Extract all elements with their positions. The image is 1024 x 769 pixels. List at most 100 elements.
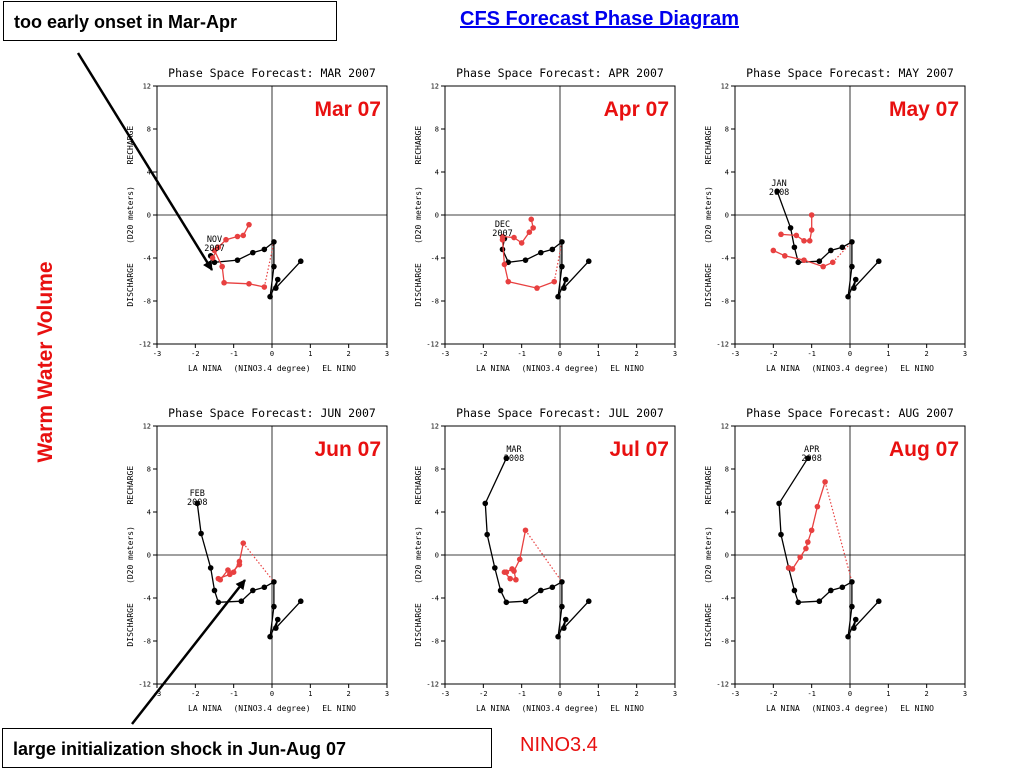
x-label-nino34: (NINO3.4 degree) — [521, 704, 598, 713]
forecast-connector — [263, 241, 275, 288]
observed-point — [875, 598, 882, 605]
observed-point — [851, 285, 857, 291]
y-tick-label: 8 — [725, 466, 729, 474]
date-annotation: MAR — [506, 445, 522, 455]
date-annotation: 2008 — [769, 188, 789, 198]
observed-point — [562, 276, 569, 283]
page-title[interactable]: CFS Forecast Phase Diagram — [460, 8, 739, 30]
x-tick-label: 3 — [963, 350, 967, 358]
forecast-point — [240, 232, 247, 239]
y-label-discharge: DISCHARGE — [414, 263, 423, 307]
observed-point — [492, 565, 498, 571]
date-annotation: 2008 — [504, 454, 524, 464]
date-annotation: 2008 — [187, 498, 207, 508]
y-tick-label: -8 — [431, 298, 439, 306]
observed-point — [828, 247, 834, 254]
x-tick-label: 3 — [673, 690, 677, 698]
chart-title: Phase Space Forecast: JUL 2007 — [456, 406, 664, 420]
forecast-point — [534, 285, 540, 291]
y-tick-label: -8 — [143, 638, 151, 646]
x-tick-label: -3 — [731, 350, 739, 358]
x-tick-label: 0 — [270, 690, 274, 698]
observed-point — [238, 598, 245, 605]
x-label-nino34: (NINO3.4 degree) — [233, 704, 310, 713]
x-tick-label: 0 — [558, 690, 562, 698]
observed-point — [271, 239, 277, 245]
forecast-point — [808, 527, 815, 534]
x-tick-label: 0 — [848, 350, 852, 358]
observed-point — [561, 285, 567, 291]
y-tick-label: 8 — [725, 126, 729, 134]
y-tick-label: -12 — [426, 341, 439, 349]
x-label-la-nina: LA NINA — [188, 364, 222, 373]
observed-point — [849, 239, 855, 245]
forecast-point — [503, 569, 510, 575]
x-tick-label: -2 — [191, 350, 199, 358]
y-tick-label: 8 — [435, 126, 439, 134]
forecast-connector — [242, 542, 275, 583]
chart-title: Phase Space Forecast: AUG 2007 — [746, 406, 954, 420]
observed-point — [845, 293, 851, 300]
observed-point — [839, 584, 846, 591]
forecast-point — [223, 236, 229, 243]
x-label-nino34: (NINO3.4 degree) — [233, 364, 310, 373]
y-tick-label: 8 — [147, 466, 151, 474]
forecast-point — [814, 503, 821, 510]
observed-point — [852, 276, 859, 283]
y-tick-label: 0 — [725, 552, 729, 560]
panel-label: Aug 07 — [889, 438, 959, 461]
forecast-point — [778, 231, 784, 238]
y-tick-label: -12 — [138, 341, 151, 349]
x-label-el-nino: EL NINO — [900, 704, 934, 713]
observed-point — [267, 293, 273, 300]
y-tick-label: 4 — [435, 169, 439, 177]
forecast-point — [518, 240, 525, 246]
x-tick-label: 0 — [270, 350, 274, 358]
observed-point — [795, 599, 802, 606]
observed-point — [849, 579, 855, 585]
observed-point — [776, 500, 782, 507]
x-tick-label: -3 — [441, 690, 449, 698]
x-label-la-nina: LA NINA — [476, 704, 510, 713]
observed-line — [776, 191, 880, 297]
forecast-point — [530, 225, 536, 231]
x-label-la-nina: LA NINA — [766, 704, 800, 713]
observed-point — [559, 603, 565, 610]
y-tick-label: 4 — [435, 509, 439, 517]
forecast-point — [227, 571, 233, 578]
observed-point — [211, 259, 218, 266]
x-tick-label: -1 — [517, 350, 525, 358]
forecast-point — [236, 561, 243, 568]
arrow-top-callout — [76, 52, 214, 271]
y-label-d20: (D20 meters) — [414, 526, 423, 584]
forecast-point — [803, 545, 809, 552]
date-annotation: 2007 — [204, 244, 224, 254]
panel-may-07: Phase Space Forecast: MAY 2007 May 07 -3 -2… — [704, 66, 967, 373]
forecast-point — [797, 554, 803, 560]
observed-point — [273, 625, 279, 631]
x-tick-label: -1 — [229, 350, 237, 358]
x-tick-label: -3 — [731, 690, 739, 698]
x-tick-label: 1 — [886, 690, 890, 698]
forecast-point — [528, 216, 535, 223]
y-tick-label: 0 — [147, 212, 151, 220]
observed-point — [791, 587, 798, 594]
date-annotation: DEC — [495, 220, 510, 230]
x-tick-label: -3 — [153, 350, 161, 358]
panel-label: May 07 — [889, 98, 959, 121]
forecast-point — [829, 259, 836, 266]
x-tick-label: -2 — [769, 350, 777, 358]
x-label-el-nino: EL NINO — [900, 364, 934, 373]
forecast-point — [246, 281, 252, 287]
observed-line — [484, 458, 590, 637]
y-label-recharge: RECHARGE — [704, 126, 713, 165]
x-tick-label: 2 — [925, 350, 929, 358]
x-tick-label: 1 — [596, 690, 600, 698]
forecast-point — [246, 221, 252, 228]
panel-aug-07: Phase Space Forecast: AUG 2007 Aug 07 -3 -2… — [704, 406, 967, 713]
y-tick-label: -4 — [721, 595, 729, 603]
forecast-point — [808, 227, 815, 233]
observed-point — [849, 603, 855, 610]
observed-point — [816, 598, 823, 605]
